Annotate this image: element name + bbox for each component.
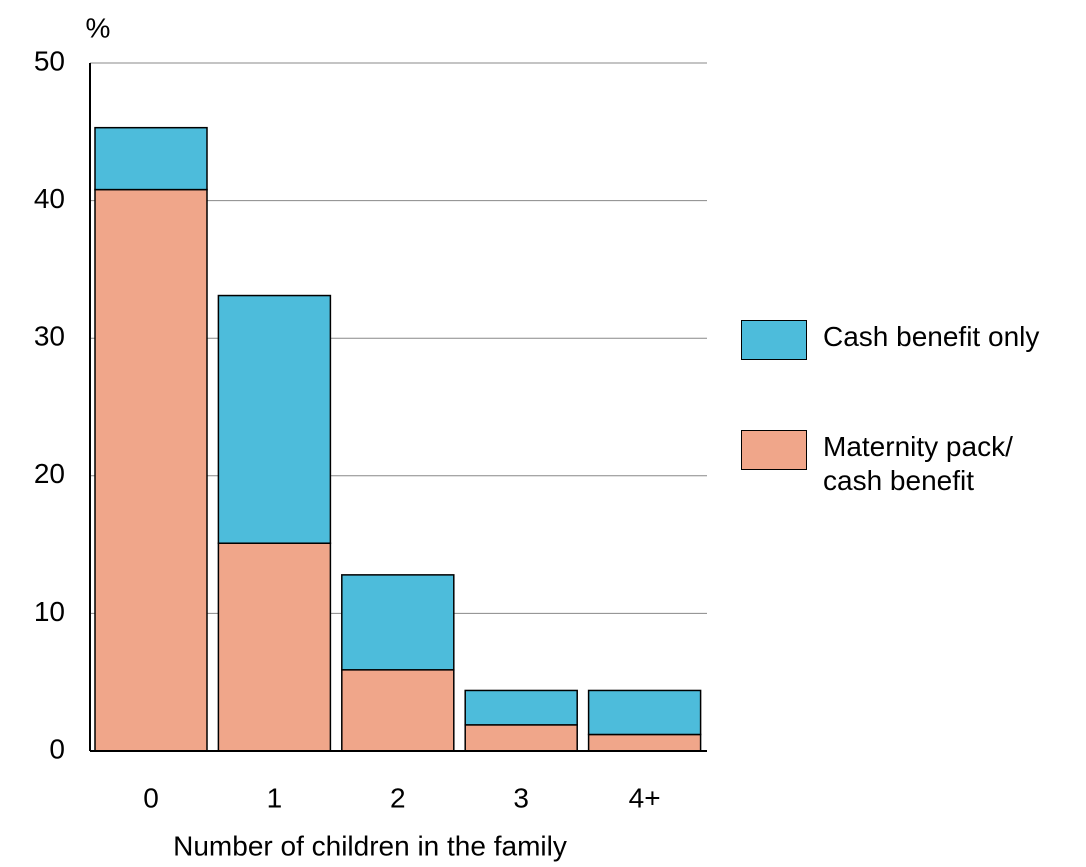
legend-item: Cash benefit only: [741, 320, 1073, 360]
y-tick-label: 30: [34, 321, 65, 352]
legend-swatch: [741, 430, 807, 470]
bar-segment: [94, 126, 208, 191]
legend-swatch: [741, 320, 807, 360]
bar-segment: [587, 689, 702, 736]
legend-label: Cash benefit only: [823, 321, 1040, 352]
y-tick-label: 10: [34, 596, 65, 627]
y-tick-label: 20: [34, 458, 65, 489]
y-tick-label: 0: [49, 733, 65, 764]
legend-item: Maternity pack/ cash benefit: [741, 430, 1073, 498]
x-axis-title: Number of children in the family: [173, 830, 567, 861]
x-tick-label: 3: [513, 782, 529, 813]
bar-segment: [464, 689, 578, 726]
x-tick-label: 2: [390, 782, 406, 813]
bar-segment: [217, 294, 332, 544]
bar-segment: [217, 542, 332, 752]
legend-label: Maternity pack/ cash benefit: [823, 431, 1013, 496]
y-tick-label: 50: [34, 45, 65, 76]
bar-segment: [94, 188, 208, 752]
x-tick-label: 4+: [629, 782, 661, 813]
bar-segment: [341, 574, 455, 671]
x-tick-label: 0: [143, 782, 159, 813]
bar-segment: [587, 733, 702, 752]
bar-segment: [464, 724, 578, 752]
bar-segment: [341, 669, 455, 752]
y-tick-label: 40: [34, 183, 65, 214]
y-unit: %: [86, 12, 111, 43]
x-tick-label: 1: [267, 782, 283, 813]
